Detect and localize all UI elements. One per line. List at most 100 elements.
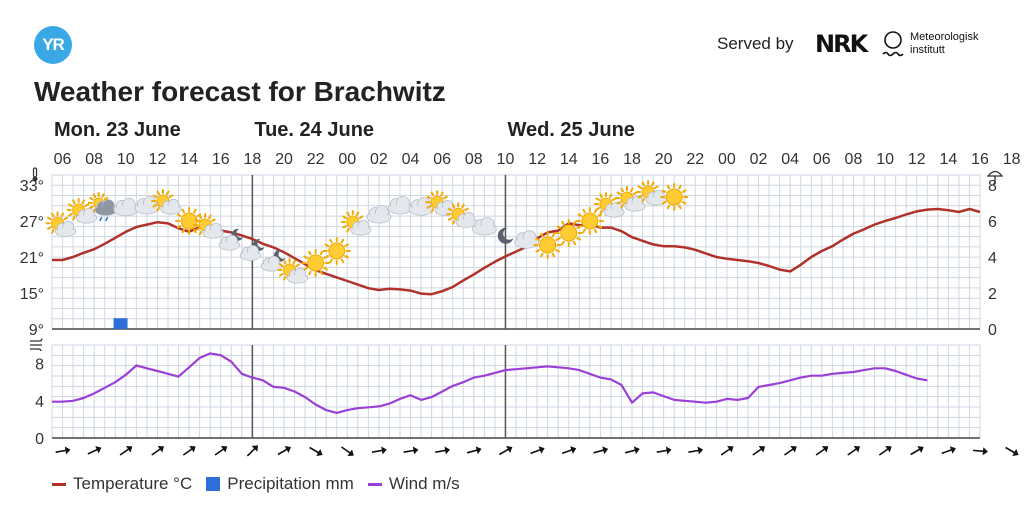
cloud-fill: [367, 213, 390, 223]
sun-disc: [180, 212, 198, 230]
sun-ray: [641, 197, 646, 203]
hour-label: 06: [433, 151, 451, 168]
clear-day-icon: [575, 207, 604, 235]
cloud-fill: [203, 230, 223, 238]
arrow-head: [125, 446, 133, 453]
sun-ray: [593, 228, 598, 234]
cloudy-icon: [366, 205, 392, 224]
arrow-shaft: [246, 446, 257, 457]
sun-ray: [176, 213, 182, 217]
arrow-head: [665, 446, 672, 455]
sun-ray: [292, 259, 297, 265]
sun-ray: [63, 216, 69, 221]
sun-ray: [211, 218, 216, 222]
nrk-logo[interactable]: NRK: [815, 30, 868, 58]
partly-cloudy-day-icon: [151, 189, 182, 215]
sun-ray: [358, 215, 364, 219]
arrow-head: [284, 446, 291, 453]
sun-ray: [447, 207, 453, 212]
wind-icon-lines: [30, 338, 43, 352]
sun-ray: [198, 230, 203, 236]
sun-ray: [156, 190, 160, 196]
sun-ray: [535, 237, 540, 241]
sun-ray: [84, 203, 90, 207]
precipitation-bar: [113, 318, 128, 329]
sun-ray: [344, 255, 349, 259]
wind-direction-arrow-icon: [752, 446, 766, 456]
cloud-fill: [473, 225, 496, 235]
sun-ray: [464, 207, 469, 212]
sun-ray: [678, 184, 682, 190]
arrow-head: [697, 446, 704, 455]
sun-ray: [637, 195, 643, 199]
sun-ray: [608, 193, 613, 199]
wind-direction-arrow-icon: [277, 446, 291, 456]
partly-cloudy-day-icon: [193, 213, 224, 239]
sun-ray: [346, 227, 350, 233]
temp-tick-label: 9°: [29, 322, 44, 339]
sun-ray: [279, 273, 284, 277]
sun-ray: [551, 232, 556, 238]
sun-ray: [101, 193, 105, 198]
thermometer-icon: [32, 167, 38, 182]
sun-ray: [426, 195, 432, 200]
sun-ray: [152, 204, 158, 208]
wind-direction-arrow-icon: [55, 446, 71, 455]
cloudy-icon: [514, 230, 539, 249]
arrow-head: [251, 445, 259, 452]
sun-ray: [556, 225, 562, 229]
sun-ray: [551, 252, 556, 258]
sun-ray: [651, 181, 655, 187]
cloudy-icon: [408, 197, 434, 216]
hour-label: 12: [149, 151, 167, 168]
arrow-head: [982, 447, 988, 456]
partly-cloudy-night-icon: [218, 228, 244, 251]
met-institute-name[interactable]: Meteorologisk institutt: [910, 31, 978, 57]
wind-direction-arrow-icon: [466, 446, 482, 455]
wind-direction-arrow-icon: [246, 445, 259, 457]
umbrella-icon: [986, 170, 1004, 185]
thermometer-icon-bulb: [32, 176, 38, 182]
temp-tick-label: 33°: [20, 178, 44, 195]
sun-ray: [576, 237, 581, 241]
sun-ray: [329, 258, 333, 264]
sun-ray: [611, 197, 617, 201]
arrow-head: [727, 446, 734, 453]
wind-direction-arrow-icon: [151, 446, 165, 456]
umbrella-icon-handle: [992, 176, 996, 185]
wind-direction-arrow-icon: [1005, 446, 1019, 456]
sun-ray: [597, 225, 603, 229]
cloud-fill: [241, 252, 260, 260]
sun-ray: [279, 263, 284, 267]
sun-ray: [198, 214, 203, 220]
sun-ray: [620, 203, 624, 209]
wind-direction-arrow-icon: [403, 446, 419, 455]
legend-label-precipitation: Precipitation mm: [227, 474, 354, 493]
sun-ray: [681, 201, 687, 205]
sun-ray: [68, 213, 73, 217]
arrow-shaft: [688, 449, 701, 454]
sun-ray: [168, 194, 174, 198]
cloud-fill: [95, 206, 116, 215]
sun-ray: [346, 211, 350, 217]
arrow-head: [570, 446, 577, 454]
sun-ray: [443, 195, 448, 200]
sun-ray: [72, 215, 76, 221]
arrow-head: [316, 449, 323, 456]
yr-logo[interactable]: YR: [34, 26, 72, 64]
arrow-head: [885, 446, 892, 453]
clear-night-icon: [497, 227, 514, 244]
sun-ray: [632, 191, 638, 195]
sun-ray: [678, 204, 682, 210]
sun-ray: [595, 197, 600, 201]
arrow-head: [1012, 449, 1019, 456]
sun-ray: [329, 238, 333, 244]
arrow-head: [633, 446, 640, 455]
sun-ray: [561, 220, 565, 226]
hour-label: 16: [591, 151, 609, 168]
arrow-head: [758, 446, 766, 453]
wind-direction-arrow-icon: [498, 446, 513, 456]
umbrella-icon-canopy: [986, 170, 1004, 177]
temp-tick-label: 15°: [20, 286, 44, 303]
